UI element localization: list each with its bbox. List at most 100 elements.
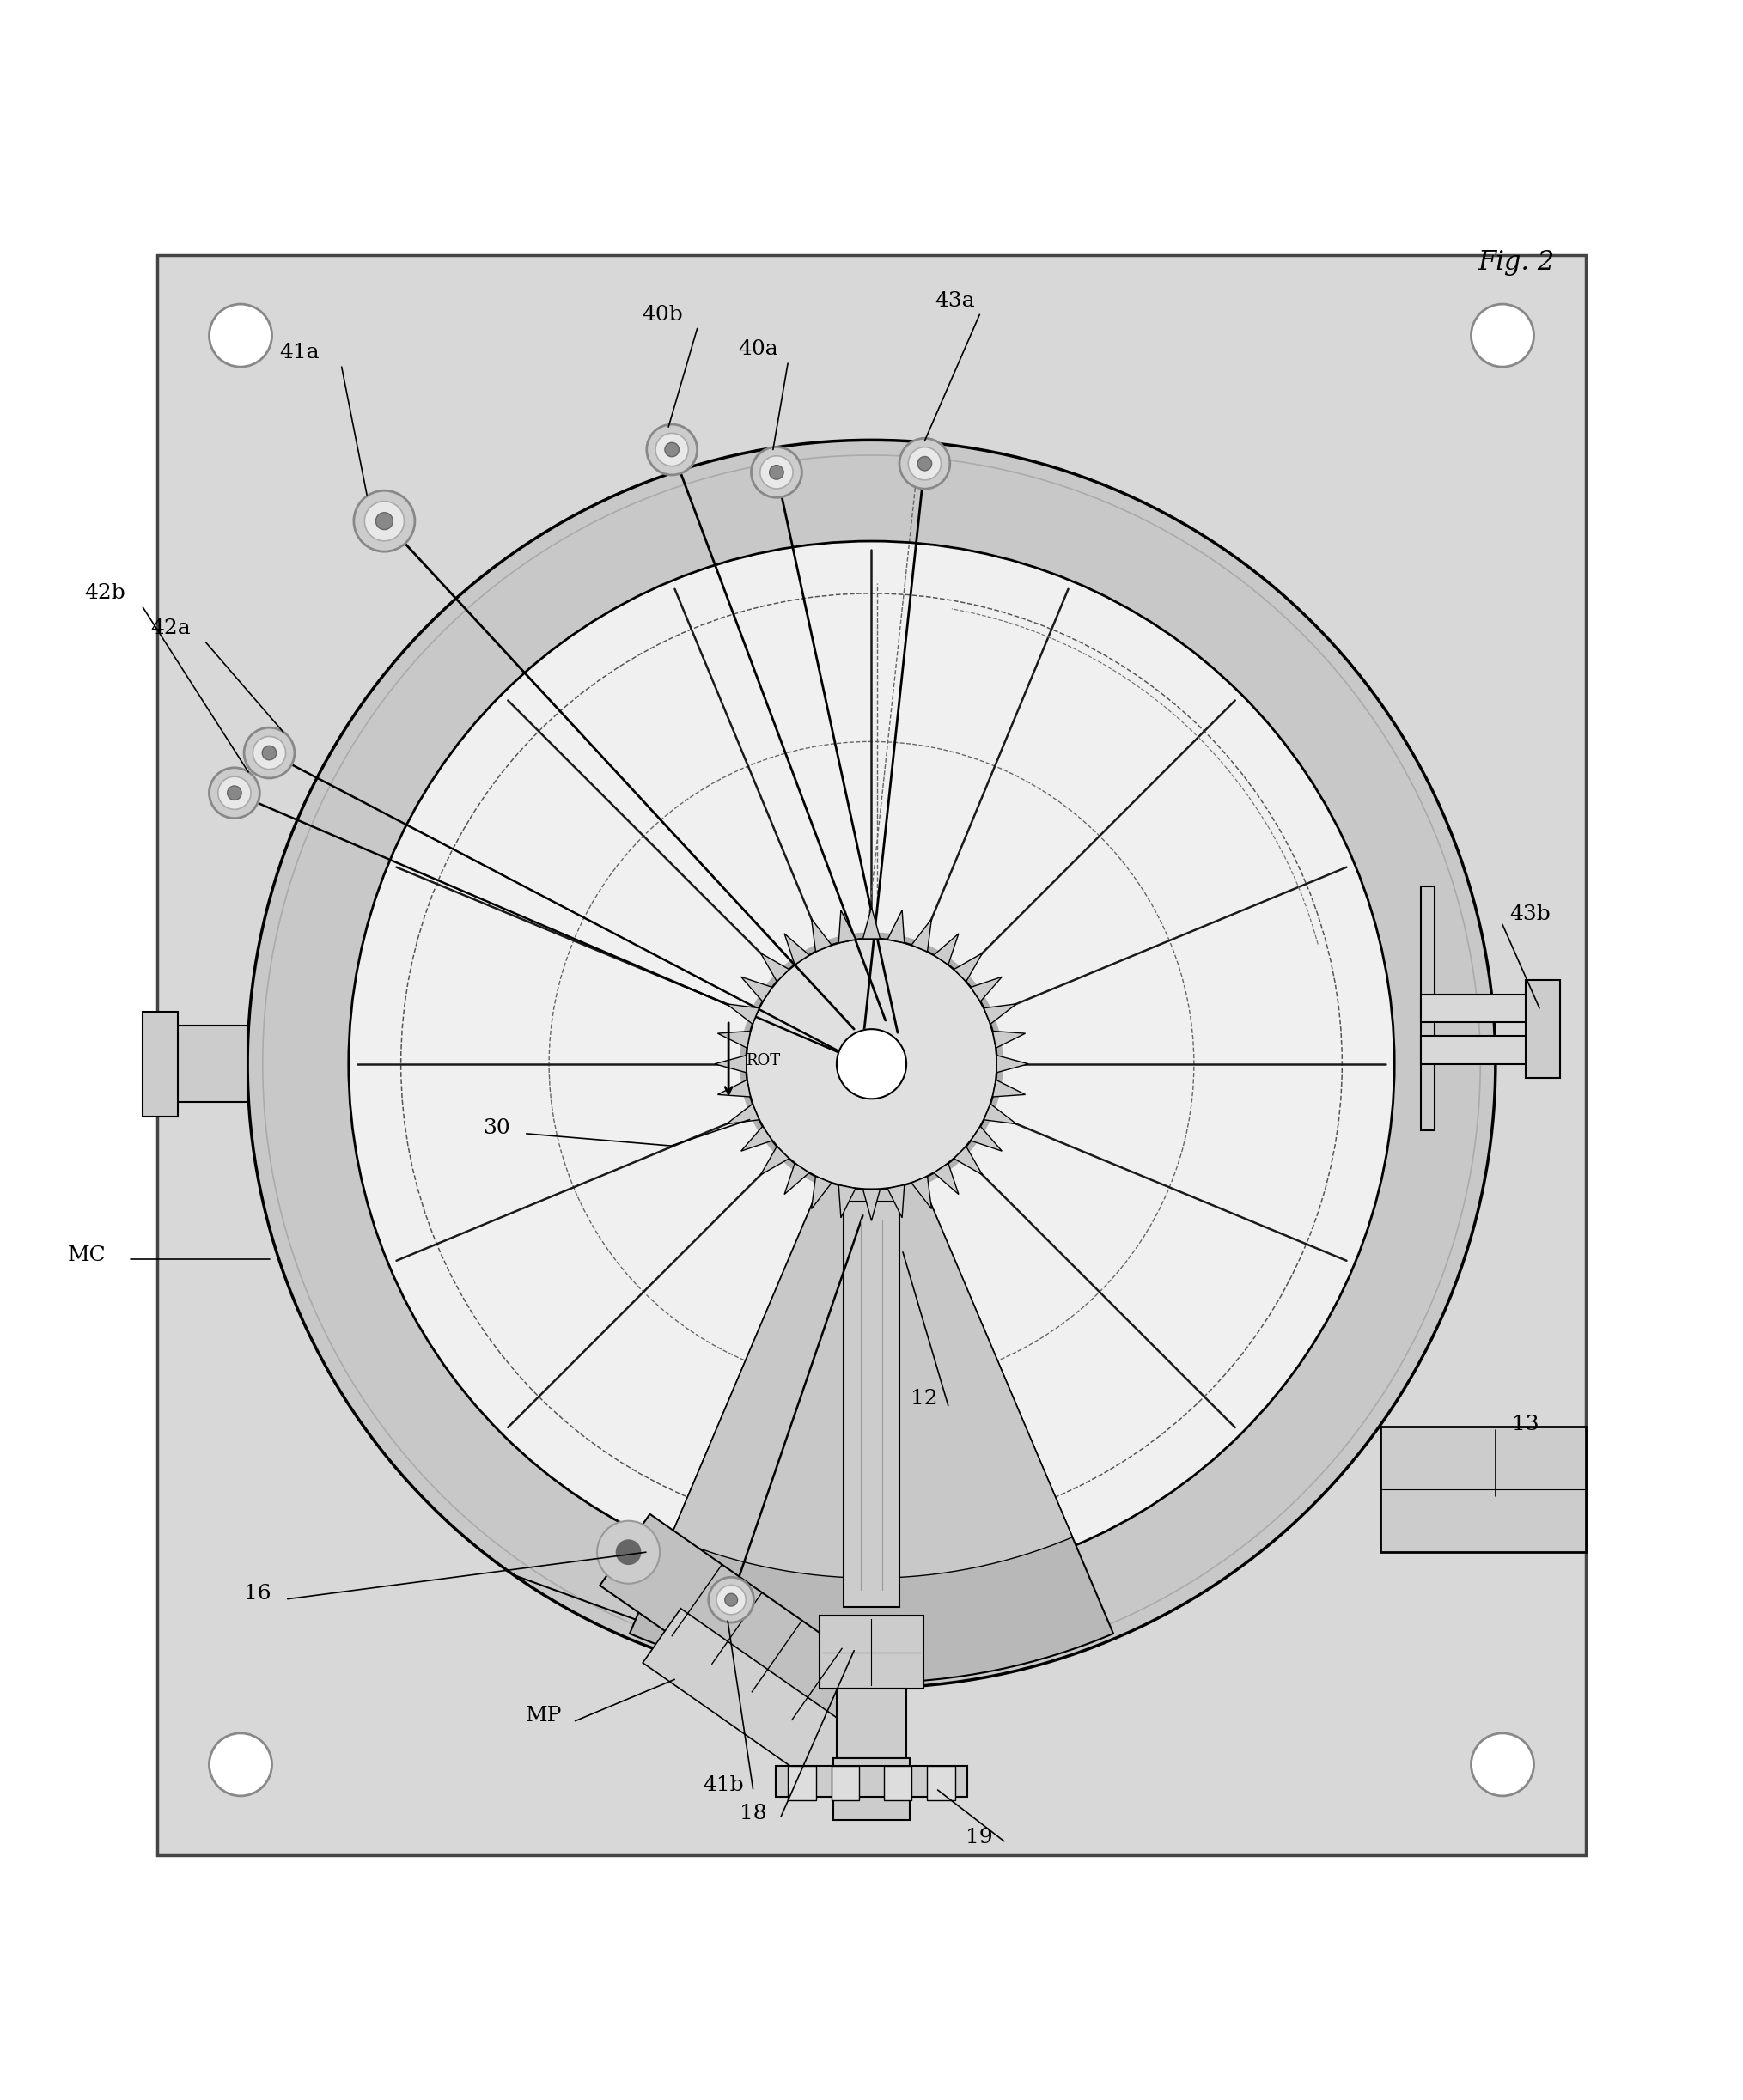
Polygon shape <box>912 1176 931 1210</box>
Text: 12: 12 <box>910 1388 938 1409</box>
Circle shape <box>261 746 277 760</box>
Circle shape <box>751 447 802 498</box>
Circle shape <box>244 727 295 779</box>
Polygon shape <box>887 909 905 943</box>
Polygon shape <box>887 1184 905 1218</box>
Bar <box>1380 1426 1586 1552</box>
Circle shape <box>708 1577 753 1623</box>
Text: 40a: 40a <box>737 340 779 359</box>
Circle shape <box>209 304 272 368</box>
Circle shape <box>908 447 941 481</box>
Bar <box>884 1766 912 1800</box>
Text: 18: 18 <box>739 1804 767 1823</box>
Bar <box>1421 1035 1534 1065</box>
Circle shape <box>739 932 1004 1195</box>
Polygon shape <box>992 1079 1025 1096</box>
Circle shape <box>725 1594 737 1607</box>
Polygon shape <box>838 909 856 943</box>
Bar <box>788 1766 816 1800</box>
Text: 40b: 40b <box>641 304 683 326</box>
Polygon shape <box>983 1105 1016 1124</box>
Wedge shape <box>671 1065 1072 1577</box>
Polygon shape <box>971 976 1002 1002</box>
Text: MC: MC <box>68 1245 106 1266</box>
Polygon shape <box>838 1184 856 1218</box>
Circle shape <box>248 441 1495 1688</box>
Text: ROT: ROT <box>746 1052 781 1069</box>
Text: 42a: 42a <box>150 617 192 638</box>
Polygon shape <box>727 1004 760 1025</box>
Circle shape <box>760 456 793 489</box>
Text: 43a: 43a <box>934 290 976 311</box>
Bar <box>143 1012 178 1117</box>
Polygon shape <box>718 1079 751 1096</box>
Circle shape <box>647 424 697 475</box>
Polygon shape <box>727 1105 760 1124</box>
Circle shape <box>746 939 997 1189</box>
Circle shape <box>1471 304 1534 368</box>
Bar <box>1525 981 1560 1077</box>
Bar <box>643 1609 880 1802</box>
Polygon shape <box>934 1163 959 1195</box>
Polygon shape <box>760 953 790 981</box>
Polygon shape <box>971 1126 1002 1151</box>
Circle shape <box>769 466 784 479</box>
Circle shape <box>716 1586 746 1615</box>
Text: 19: 19 <box>966 1827 994 1848</box>
Bar <box>844 1201 899 1607</box>
Text: 41a: 41a <box>281 342 319 363</box>
Polygon shape <box>760 1147 790 1174</box>
Text: 13: 13 <box>1511 1415 1539 1434</box>
Circle shape <box>253 737 286 769</box>
Polygon shape <box>784 935 809 964</box>
Polygon shape <box>863 1189 880 1220</box>
Circle shape <box>917 456 933 470</box>
Text: 16: 16 <box>244 1583 272 1604</box>
Polygon shape <box>953 953 983 981</box>
Polygon shape <box>912 920 931 951</box>
Polygon shape <box>983 1004 1016 1025</box>
Polygon shape <box>784 1163 809 1195</box>
Text: MP: MP <box>526 1705 561 1726</box>
Wedge shape <box>629 1065 1114 1682</box>
Polygon shape <box>992 1031 1025 1048</box>
Polygon shape <box>812 1176 831 1210</box>
Bar <box>1421 886 1434 1130</box>
Polygon shape <box>718 1031 751 1048</box>
Bar <box>157 1025 248 1103</box>
Polygon shape <box>741 1126 772 1151</box>
Circle shape <box>617 1539 641 1564</box>
Bar <box>927 1766 955 1800</box>
Circle shape <box>376 512 392 529</box>
Polygon shape <box>741 976 772 1002</box>
Bar <box>833 1758 910 1819</box>
Circle shape <box>598 1520 661 1583</box>
Bar <box>1421 993 1534 1023</box>
Bar <box>831 1766 859 1800</box>
Text: 41b: 41b <box>702 1775 744 1796</box>
Circle shape <box>209 1732 272 1796</box>
Circle shape <box>1471 1732 1534 1796</box>
Text: 30: 30 <box>483 1119 511 1138</box>
Circle shape <box>349 542 1394 1588</box>
Circle shape <box>664 443 680 456</box>
Circle shape <box>354 491 415 552</box>
Bar <box>819 1615 924 1688</box>
Bar <box>837 1688 906 1758</box>
Circle shape <box>364 502 404 542</box>
Circle shape <box>209 769 260 819</box>
Text: 43b: 43b <box>1509 905 1551 924</box>
Circle shape <box>837 1029 906 1098</box>
Polygon shape <box>953 1147 983 1174</box>
Circle shape <box>655 433 688 466</box>
Text: Fig. 2: Fig. 2 <box>1478 250 1555 275</box>
Polygon shape <box>812 920 831 951</box>
Circle shape <box>227 785 242 800</box>
Polygon shape <box>997 1056 1028 1073</box>
Bar <box>157 256 1586 1854</box>
Bar <box>600 1514 872 1741</box>
Circle shape <box>218 777 251 809</box>
Text: 42b: 42b <box>84 584 125 603</box>
Bar <box>776 1766 967 1798</box>
Polygon shape <box>863 907 880 939</box>
